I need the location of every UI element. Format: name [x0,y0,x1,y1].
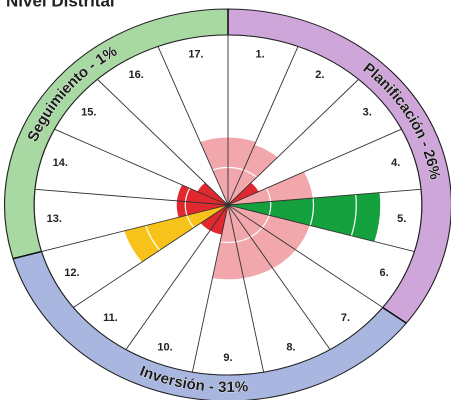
wedge [197,182,228,205]
sector-label: 9. [223,352,232,364]
wedge [228,192,381,242]
sector-label: 10. [157,342,172,354]
wedge [228,182,259,205]
spoke [228,205,330,350]
sector-label: 7. [341,312,350,324]
sector-label: 2. [315,69,324,81]
wedge [200,205,228,231]
sector-label: 15. [81,107,96,119]
spoke [228,189,421,205]
sector-label: 6. [380,267,389,279]
chart-title: Nivel Distrital [6,0,115,10]
wedge [200,137,228,205]
sector-label: 13. [47,213,62,225]
wedge [209,205,228,235]
sector-label: 8. [286,342,295,354]
spoke [228,205,383,307]
group-divider [13,252,42,259]
spoke [97,79,228,205]
spoke [228,79,359,205]
spoke [228,46,298,205]
spoke [158,46,228,205]
sector-label: 12. [64,267,79,279]
spoke [55,129,228,205]
wedge [176,184,228,205]
wedge [228,205,274,279]
spoke [35,189,228,205]
sector-label: 5. [397,213,406,225]
spoke [228,205,414,252]
spoke [42,205,228,252]
spoke [126,205,228,350]
sector-label: 11. [103,312,118,324]
sector-label: 4. [391,157,400,169]
sector-label: 16. [129,69,144,81]
spoke [228,205,264,372]
wedge [228,171,314,205]
wedge [228,137,256,205]
sector-label: 1. [255,49,264,61]
spoke [73,205,228,307]
wedge [176,200,228,218]
wedge [228,205,311,251]
wedge [228,205,297,269]
spoke [192,205,228,372]
sector-label: 17. [188,49,203,61]
group-divider [383,307,407,323]
sector-label: 3. [363,107,372,119]
wedge [124,205,228,262]
spoke [228,129,401,205]
sector-label: 14. [53,157,68,169]
plot: 1. 2. 3. 4. 5. 6. 7. 8. 9. 10. 11. 12. 13. 14. 15. 16. 1… [3,8,451,400]
